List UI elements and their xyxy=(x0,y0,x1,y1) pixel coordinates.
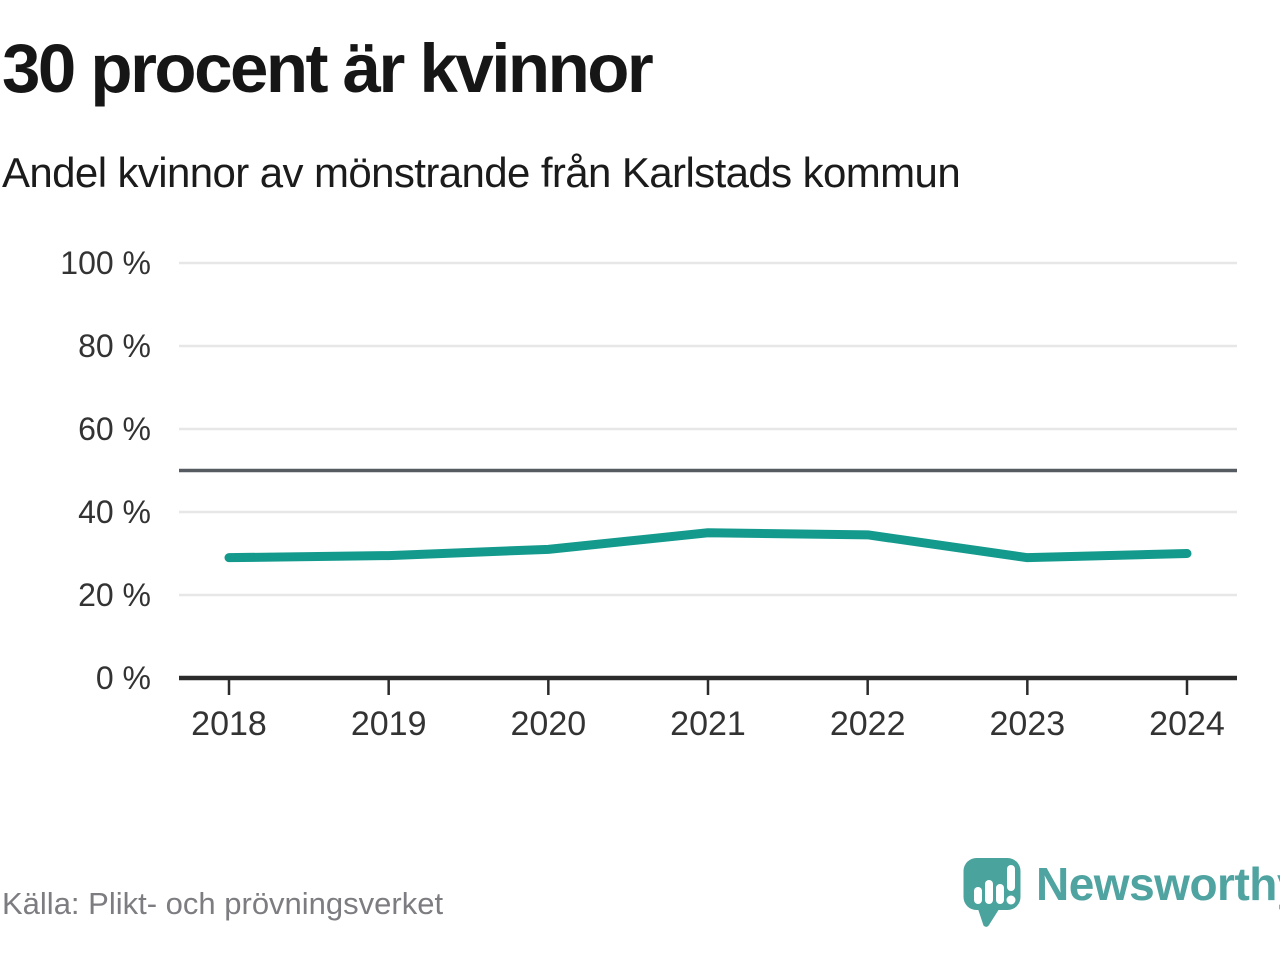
logo-bubble-tail xyxy=(977,906,1001,927)
y-axis-label: 20 % xyxy=(78,577,151,613)
y-axis-label: 60 % xyxy=(78,411,151,447)
chart-title: 30 procent är kvinnor xyxy=(2,30,654,107)
data-line xyxy=(224,528,1192,563)
chart-subtitle: Andel kvinnor av mönstrande från Karlsta… xyxy=(2,149,961,196)
y-axis-label: 40 % xyxy=(78,494,151,530)
x-axis-label: 2023 xyxy=(990,705,1066,743)
logo-exclamation-dot xyxy=(1006,895,1016,905)
x-axis-label: 2020 xyxy=(511,705,587,743)
x-axis-label: 2022 xyxy=(830,705,906,743)
logo-bar-short xyxy=(974,887,982,904)
y-axis-label: 0 % xyxy=(96,660,151,696)
line-chart: 0 % 20 % 40 % 60 % 80 % 100 % 2018 2019 2020 2021… xyxy=(60,245,1237,743)
newsworthy-wordmark: Newsworthy xyxy=(1036,858,1280,910)
source-note: Källa: Plikt- och prövningsverket xyxy=(2,886,444,921)
logo-bar-mid xyxy=(996,884,1004,904)
logo-exclamation-bar xyxy=(1007,865,1015,891)
y-axis-label: 80 % xyxy=(78,328,151,364)
logo-bar-tall xyxy=(985,880,993,904)
newsworthy-logo: Newsworthy xyxy=(963,857,1280,929)
y-axis-label: 100 % xyxy=(60,245,151,281)
x-axis-label: 2018 xyxy=(191,705,267,743)
x-axis-label: 2021 xyxy=(670,705,746,743)
newsworthy-logo-icon xyxy=(963,858,1021,927)
x-axis-label: 2019 xyxy=(351,705,427,743)
x-axis-label: 2024 xyxy=(1149,705,1225,743)
